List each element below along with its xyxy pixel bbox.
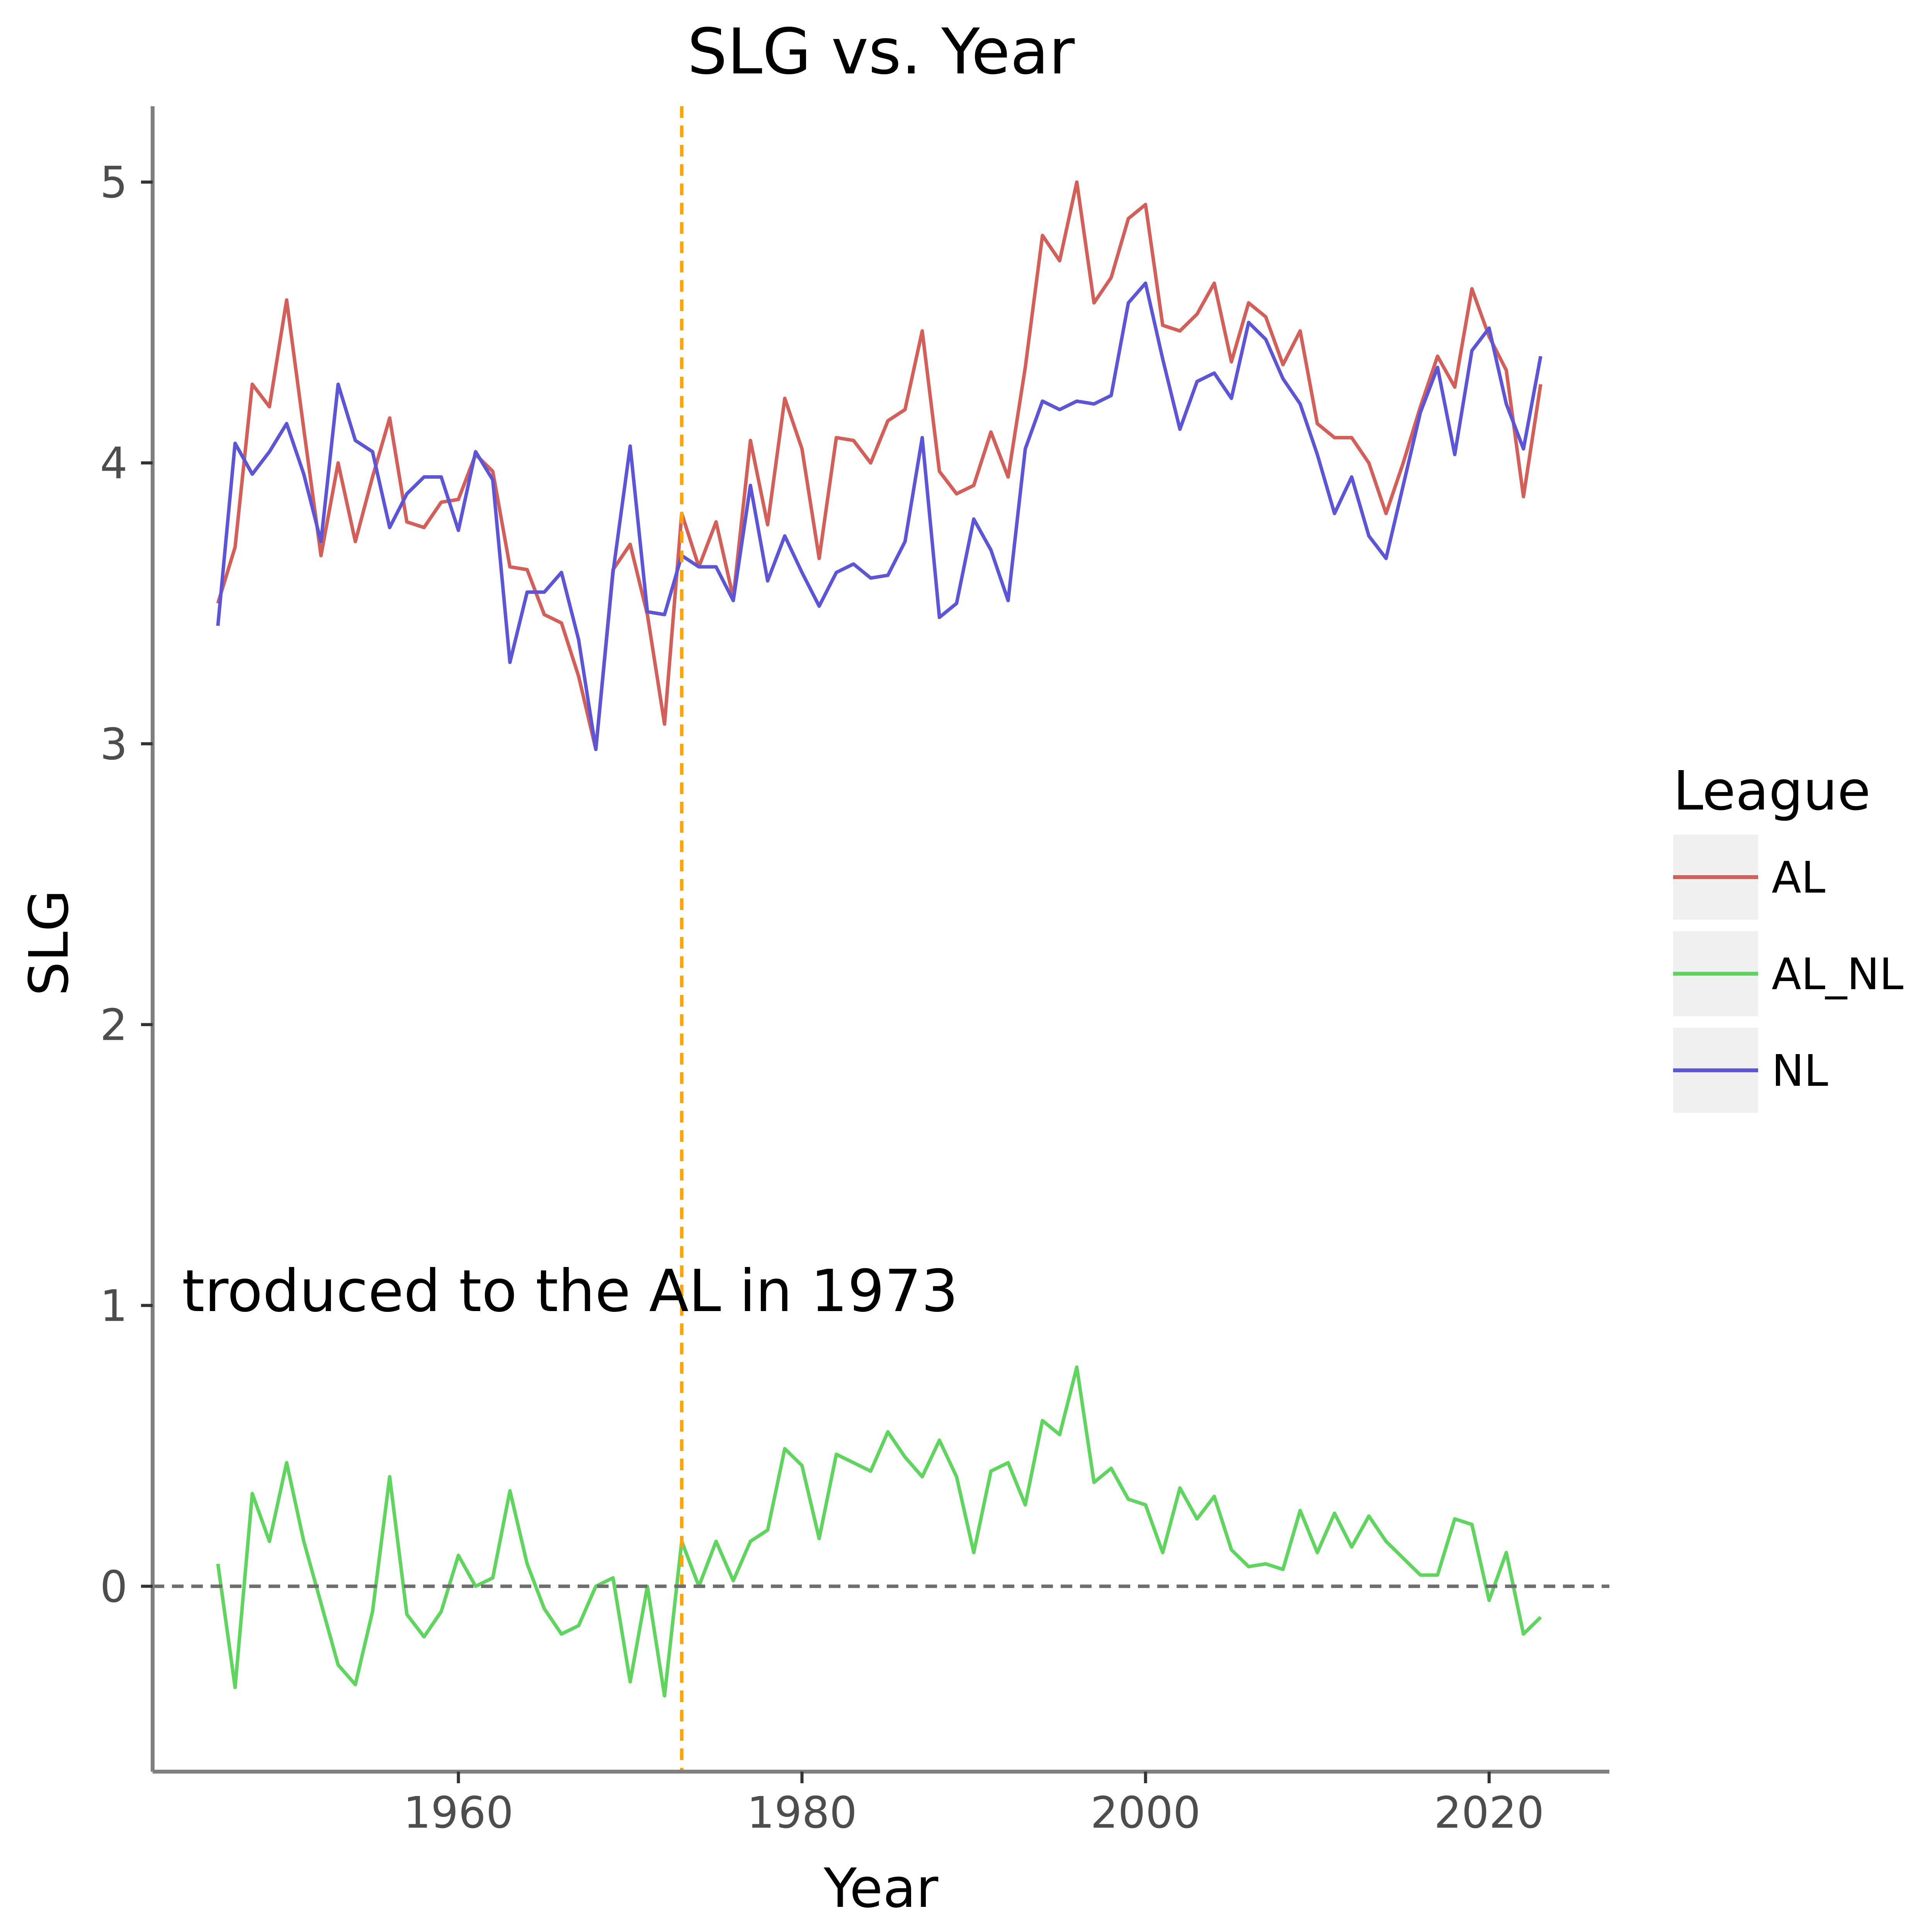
y-tick-label: 0 [100, 1562, 128, 1612]
legend-label: NL [1772, 1046, 1828, 1096]
legend: League AL AL_NL NL [1673, 760, 1903, 1113]
axes: 1960 1980 2000 2020 0 1 2 3 4 5 [100, 106, 1609, 1838]
y-tick-label: 2 [100, 1000, 128, 1051]
reference-lines [153, 106, 1609, 1772]
chart-title: SLG vs. Year [687, 15, 1075, 88]
y-tick-label: 1 [100, 1281, 128, 1331]
series-layer [216, 180, 1543, 1698]
y-tick-label: 3 [100, 719, 128, 770]
legend-label: AL [1772, 853, 1825, 903]
y-tick-label: 4 [100, 439, 128, 489]
x-tick-label: 1960 [403, 1788, 514, 1838]
series-line-nl [216, 281, 1543, 751]
y-axis-title: SLG [18, 889, 81, 996]
legend-items: AL AL_NL NL [1673, 835, 1903, 1113]
legend-title: League [1673, 760, 1871, 823]
x-tick-label: 2020 [1434, 1788, 1544, 1838]
y-tick-label: 5 [100, 158, 128, 208]
legend-label: AL_NL [1772, 949, 1903, 1000]
series-line-al-nl [216, 1365, 1542, 1698]
chart-annotation: troduced to the AL in 1973 [182, 1258, 958, 1325]
x-tick-label: 2000 [1090, 1788, 1201, 1838]
x-axis-title: Year [823, 1857, 939, 1920]
series-line-al [216, 180, 1543, 751]
x-tick-label: 1980 [747, 1788, 857, 1838]
